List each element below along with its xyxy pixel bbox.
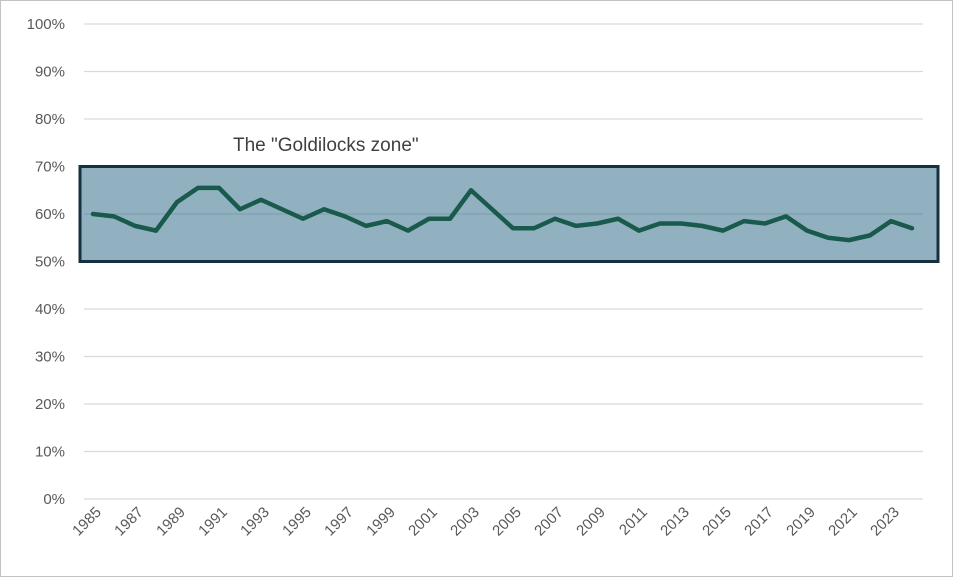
x-tick-label: 2007 [531, 504, 567, 540]
x-tick-label: 1991 [195, 504, 231, 540]
x-tick-label: 2009 [573, 504, 609, 540]
x-tick-label: 2015 [699, 504, 735, 540]
y-tick-label: 100% [27, 16, 65, 33]
x-tick-label: 1997 [321, 504, 357, 540]
x-tick-label: 1993 [237, 504, 273, 540]
y-tick-label: 40% [35, 301, 65, 318]
x-tick-label: 2019 [783, 504, 819, 540]
x-tick-label: 2023 [867, 504, 903, 540]
x-tick-label: 1989 [153, 504, 189, 540]
y-axis-tick-labels: 0% 10% 20% 30% 40% 50% 60% 70% 80% 90% 100% [27, 16, 65, 508]
y-tick-label: 90% [35, 64, 65, 81]
y-tick-label: 20% [35, 396, 65, 413]
x-tick-label: 2003 [447, 504, 483, 540]
y-tick-label: 30% [35, 349, 65, 366]
y-tick-label: 10% [35, 444, 65, 461]
data-line [90, 185, 915, 243]
x-tick-label: 2005 [489, 504, 525, 540]
x-tick-label: 2001 [405, 504, 441, 540]
x-tick-label: 2011 [616, 504, 651, 539]
x-tick-label: 1985 [69, 504, 105, 540]
y-tick-label: 70% [35, 159, 65, 176]
y-tick-label: 80% [35, 111, 65, 128]
x-tick-label: 1987 [111, 504, 147, 540]
x-tick-label: 2021 [825, 504, 861, 540]
x-tick-label: 1999 [363, 504, 399, 540]
x-axis-tick-labels: 1985 1987 1989 1991 1993 1995 1997 1999 2001 2003… [69, 504, 903, 540]
y-tick-label: 0% [43, 491, 65, 508]
y-tick-label: 50% [35, 254, 65, 271]
x-tick-label: 2017 [741, 504, 777, 540]
x-tick-label: 1995 [279, 504, 315, 540]
y-tick-label: 60% [35, 206, 65, 223]
x-tick-label: 2013 [657, 504, 693, 540]
goldilocks-annotation: The "Goldilocks zone" [233, 135, 419, 156]
